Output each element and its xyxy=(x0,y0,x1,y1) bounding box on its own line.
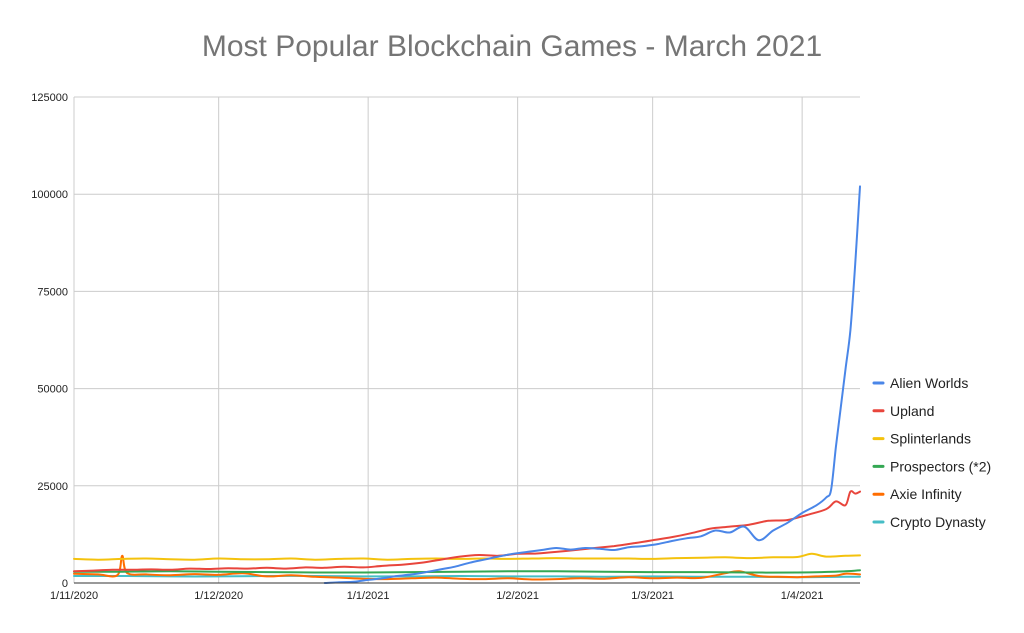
series-line-crypto-dynasty xyxy=(73,574,861,579)
x-tick-label: 1/3/2021 xyxy=(631,590,674,602)
x-tick-label: 1/12/2020 xyxy=(194,590,243,602)
series-line-splinterlands xyxy=(73,552,861,561)
series-line-axie-infinity xyxy=(73,554,861,581)
series-line-prospectors-2 xyxy=(73,569,861,574)
x-tick-label: 1/11/2020 xyxy=(50,590,98,602)
x-tick-label: 1/1/2021 xyxy=(347,590,390,602)
axis-layer: 0 25000 50000 75000 100000 125000 1/11/2020 1/1… xyxy=(31,92,860,602)
y-tick-label: 0 xyxy=(62,578,68,590)
x-tick-label: 1/2/2021 xyxy=(496,590,539,602)
legend: Alien Worlds Upland Splinterlands Prospecto… xyxy=(872,375,991,530)
legend-label-crypto-dynasty: Crypto Dynasty xyxy=(890,514,986,530)
legend-label-splinterlands: Splinterlands xyxy=(890,431,971,447)
y-tick-label: 25000 xyxy=(37,481,68,493)
y-tick-label: 125000 xyxy=(31,92,68,104)
series-line-alien-worlds xyxy=(323,185,861,584)
legend-label-prospectors-2: Prospectors (*2) xyxy=(890,458,991,474)
x-tick-label: 1/4/2021 xyxy=(781,590,824,602)
legend-label-axie-infinity: Axie Infinity xyxy=(890,486,962,502)
y-tick-label: 100000 xyxy=(31,189,68,201)
grid-layer xyxy=(73,96,860,583)
legend-label-upland: Upland xyxy=(890,403,934,419)
y-tick-label: 50000 xyxy=(37,384,68,396)
chart-title: Most Popular Blockchain Games - March 20… xyxy=(201,30,823,63)
series-layer xyxy=(73,185,861,584)
y-tick-label: 75000 xyxy=(37,286,68,298)
legend-label-alien-worlds: Alien Worlds xyxy=(890,375,968,391)
